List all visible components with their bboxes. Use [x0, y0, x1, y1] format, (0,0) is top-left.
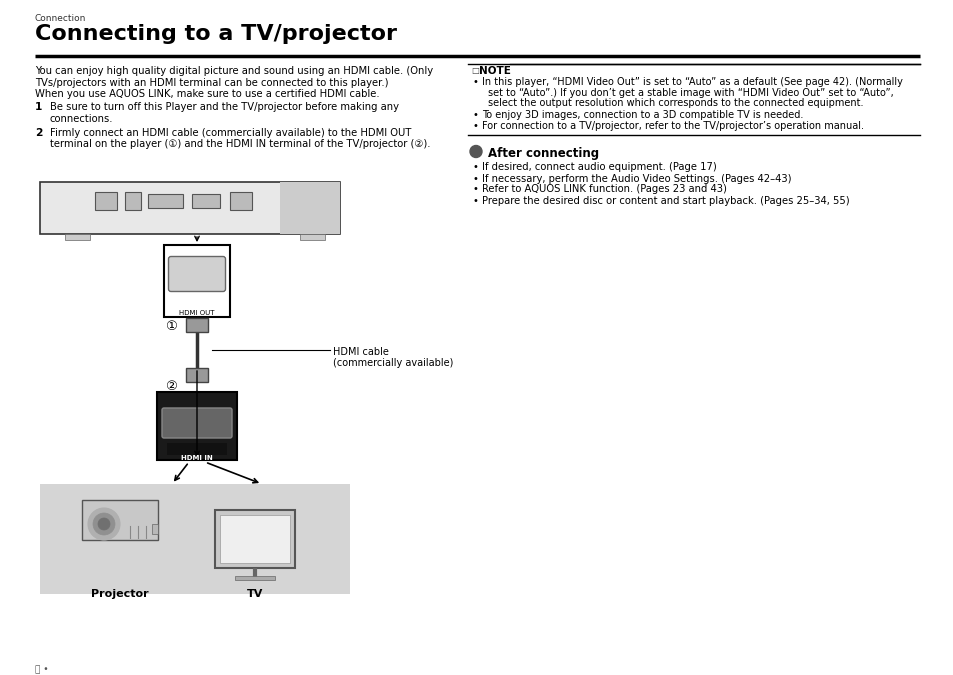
Text: •: • — [473, 196, 478, 205]
Text: ①: ① — [165, 320, 176, 333]
Text: □: □ — [471, 66, 478, 75]
Text: TVs/projectors with an HDMI terminal can be connected to this player.): TVs/projectors with an HDMI terminal can… — [35, 78, 388, 88]
Bar — [152, 524, 158, 534]
Bar — [148, 194, 183, 208]
Text: For connection to a TV/projector, refer to the TV/projector’s operation manual.: For connection to a TV/projector, refer … — [481, 121, 863, 131]
Text: To enjoy 3D images, connection to a 3D compatible TV is needed.: To enjoy 3D images, connection to a 3D c… — [481, 109, 802, 119]
Text: In this player, “HDMI Video Out” is set to “Auto” as a default (See page 42). (N: In this player, “HDMI Video Out” is set … — [481, 77, 902, 87]
Bar — [186, 318, 208, 332]
Text: •: • — [473, 109, 478, 119]
Text: •: • — [473, 121, 478, 131]
Text: •: • — [473, 173, 478, 184]
Bar — [82, 500, 158, 540]
Text: select the output resolution which corresponds to the connected equipment.: select the output resolution which corre… — [488, 98, 862, 108]
Bar — [186, 368, 208, 382]
Circle shape — [92, 513, 115, 535]
Bar — [164, 245, 230, 317]
FancyBboxPatch shape — [169, 256, 225, 292]
Text: ⓔ •: ⓔ • — [35, 665, 49, 674]
Text: HDMI IN: HDMI IN — [181, 455, 213, 461]
Text: NOTE: NOTE — [478, 66, 511, 76]
Text: HDMI cable: HDMI cable — [333, 347, 389, 357]
Text: connections.: connections. — [50, 114, 113, 124]
Bar — [125, 192, 141, 210]
Text: set to “Auto”.) If you don’t get a stable image with “HDMI Video Out” set to “Au: set to “Auto”.) If you don’t get a stabl… — [488, 88, 893, 97]
Bar — [230, 192, 252, 210]
Circle shape — [98, 518, 110, 530]
Text: HDMI OUT: HDMI OUT — [179, 310, 214, 316]
Bar — [192, 194, 220, 208]
Text: ②: ② — [165, 380, 176, 393]
Text: 2: 2 — [35, 128, 42, 138]
Text: (commercially available): (commercially available) — [333, 358, 453, 368]
Text: Prepare the desired disc or content and start playback. (Pages 25–34, 55): Prepare the desired disc or content and … — [481, 196, 849, 205]
Text: •: • — [473, 77, 478, 87]
Circle shape — [470, 146, 481, 157]
Text: terminal on the player (①) and the HDMI IN terminal of the TV/projector (②).: terminal on the player (①) and the HDMI … — [50, 139, 430, 149]
Text: If necessary, perform the Audio Video Settings. (Pages 42–43): If necessary, perform the Audio Video Se… — [481, 173, 791, 184]
FancyBboxPatch shape — [162, 408, 232, 438]
Text: Connection: Connection — [35, 14, 87, 23]
Bar — [280, 182, 339, 234]
Text: •: • — [473, 184, 478, 194]
Text: Refer to AQUOS LINK function. (Pages 23 and 43): Refer to AQUOS LINK function. (Pages 23 … — [481, 184, 726, 194]
Circle shape — [88, 508, 120, 540]
Bar — [167, 443, 227, 455]
Bar — [220, 515, 290, 563]
Text: Connecting to a TV/projector: Connecting to a TV/projector — [35, 24, 396, 44]
Bar — [40, 484, 350, 594]
Text: Firmly connect an HDMI cable (commercially available) to the HDMI OUT: Firmly connect an HDMI cable (commercial… — [50, 128, 411, 138]
Bar — [234, 576, 274, 580]
Bar — [157, 392, 236, 460]
Text: When you use AQUOS LINK, make sure to use a certified HDMI cable.: When you use AQUOS LINK, make sure to us… — [35, 89, 379, 99]
Text: If desired, connect audio equipment. (Page 17): If desired, connect audio equipment. (Pa… — [481, 163, 716, 173]
Bar — [65, 234, 90, 240]
Bar — [95, 192, 117, 210]
Text: Be sure to turn off this Player and the TV/projector before making any: Be sure to turn off this Player and the … — [50, 103, 398, 113]
Text: After connecting: After connecting — [488, 148, 598, 161]
Text: TV: TV — [247, 589, 263, 599]
Bar — [214, 510, 294, 568]
Text: •: • — [473, 163, 478, 173]
Text: You can enjoy high quality digital picture and sound using an HDMI cable. (Only: You can enjoy high quality digital pictu… — [35, 66, 433, 76]
Text: 1: 1 — [35, 103, 42, 113]
Bar — [40, 182, 339, 234]
Bar — [299, 234, 325, 240]
Text: Projector: Projector — [91, 589, 149, 599]
